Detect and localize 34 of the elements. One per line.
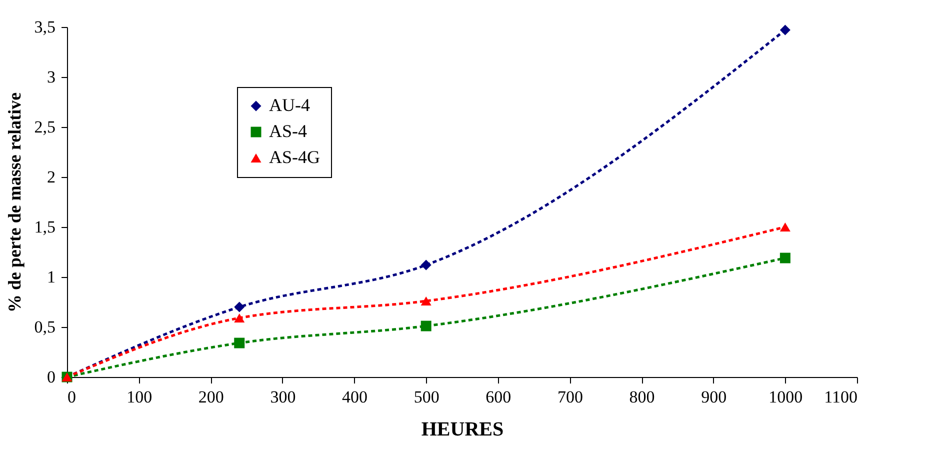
legend-label: AS-4 [269,121,308,141]
y-tick-label: 0 [47,368,56,386]
point [234,338,245,348]
y-tick-label: 2 [47,168,56,186]
point [780,24,790,36]
point [420,320,432,332]
point [234,313,245,323]
x-tick-label: 100 [126,388,152,406]
y-tick-label: 3,5 [34,18,56,36]
point [780,252,790,264]
x-tick-label: 300 [270,388,296,406]
point [420,260,432,270]
y-tick-label: 2,5 [34,118,56,136]
x-tick-label: 600 [486,388,512,406]
x-tick-label: 500 [414,388,440,406]
y-tick-label: 0,5 [34,318,56,336]
x-tick-label: 0 [68,388,76,406]
point [234,302,245,312]
point [420,296,432,306]
legend-label: AU-4 [269,95,310,115]
x-tick-label: 900 [701,388,727,406]
x-tick-label: 800 [629,388,655,406]
y-tick-label: 1,5 [34,218,56,236]
y-tick-label: 1 [47,268,56,286]
x-tick-label: 1000 [768,388,803,406]
y-tick-label: 3 [47,68,56,86]
legend-label: AS-4G [269,147,320,167]
y-axis-title: % de perte de masse relative [4,92,24,313]
point [780,222,790,232]
x-tick-label: 200 [198,388,224,406]
x-tick-label: 400 [342,388,368,406]
x-tick-label: 700 [557,388,583,406]
x-axis-title: HEURES [421,418,504,440]
x-tick-label: 1100 [824,388,858,406]
